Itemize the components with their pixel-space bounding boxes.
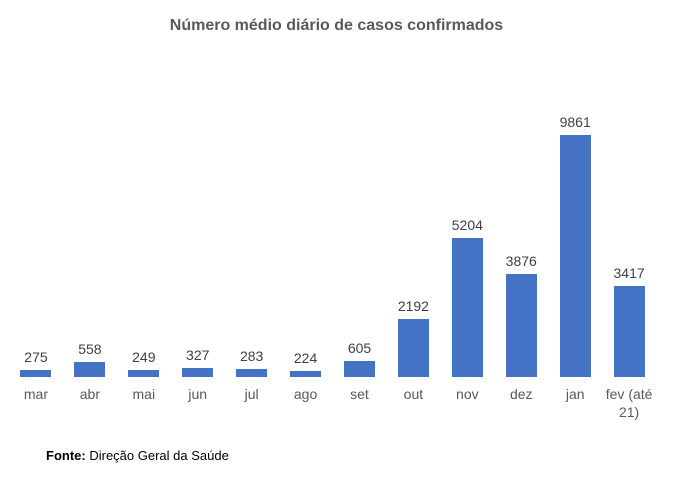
bar-column: 249 mai (117, 114, 171, 402)
bar-value-label: 558 (78, 341, 102, 357)
bar (397, 319, 429, 377)
bar-column: 5204 nov (440, 114, 494, 402)
bar (613, 286, 645, 377)
bar-column: 275 mar (9, 114, 63, 402)
bar (559, 135, 591, 377)
source-label: Fonte: (46, 448, 86, 463)
bar (182, 368, 214, 377)
bar-column: 3876 dez (494, 114, 548, 402)
bar (505, 274, 537, 377)
bar-column: 605 set (333, 114, 387, 402)
bar-column: 2192 out (386, 114, 440, 402)
x-axis-label: jan (565, 386, 585, 402)
x-axis-label: ago (293, 386, 318, 402)
bar-value-label: 3417 (613, 265, 645, 281)
bar (343, 361, 375, 377)
source-note: Fonte: Direção Geral da Saúde (46, 448, 229, 463)
x-axis-label: abr (79, 386, 100, 402)
bar (20, 370, 52, 377)
bar-value-label: 3876 (505, 253, 537, 269)
bar-value-label: 283 (239, 348, 264, 364)
bar-value-label: 249 (132, 349, 156, 365)
x-axis-label: jun (188, 386, 208, 402)
bar (451, 238, 483, 377)
x-axis-label: set (350, 386, 369, 402)
bar-column: 3417 fev (até 21) (602, 114, 656, 420)
bar-column: 9861 jan (548, 114, 602, 402)
x-axis-label: jul (244, 386, 259, 402)
x-axis-label: out (403, 386, 424, 402)
bar (290, 371, 322, 377)
bar-value-label: 224 (293, 350, 318, 366)
bar-value-label: 605 (347, 340, 372, 356)
source-text: Direção Geral da Saúde (89, 448, 229, 463)
bar-value-label: 275 (24, 349, 48, 365)
x-axis-label: dez (509, 386, 533, 402)
bar-value-label: 327 (186, 347, 210, 363)
bar-value-label: 9861 (559, 114, 591, 130)
bar-column: 224 ago (279, 114, 333, 402)
x-axis-label: mar (23, 386, 49, 402)
x-axis-label: nov (456, 386, 479, 402)
bar (128, 370, 160, 377)
bar (74, 362, 106, 377)
bar-value-label: 2192 (397, 298, 429, 314)
x-axis-label: fev (até 21) (605, 386, 653, 421)
chart-title: Número médio diário de casos confirmados (169, 17, 504, 34)
bar-column: 558 abr (63, 114, 117, 402)
bar (236, 369, 268, 377)
bar-value-label: 5204 (451, 217, 483, 233)
plot-area: 275 mar 558 abr 249 mai 327 jun 283 jul 224 ago 605 s… (9, 114, 656, 420)
bar-column: 283 jul (225, 114, 279, 402)
x-axis-label: mai (132, 386, 156, 402)
bar-column: 327 jun (171, 114, 225, 402)
